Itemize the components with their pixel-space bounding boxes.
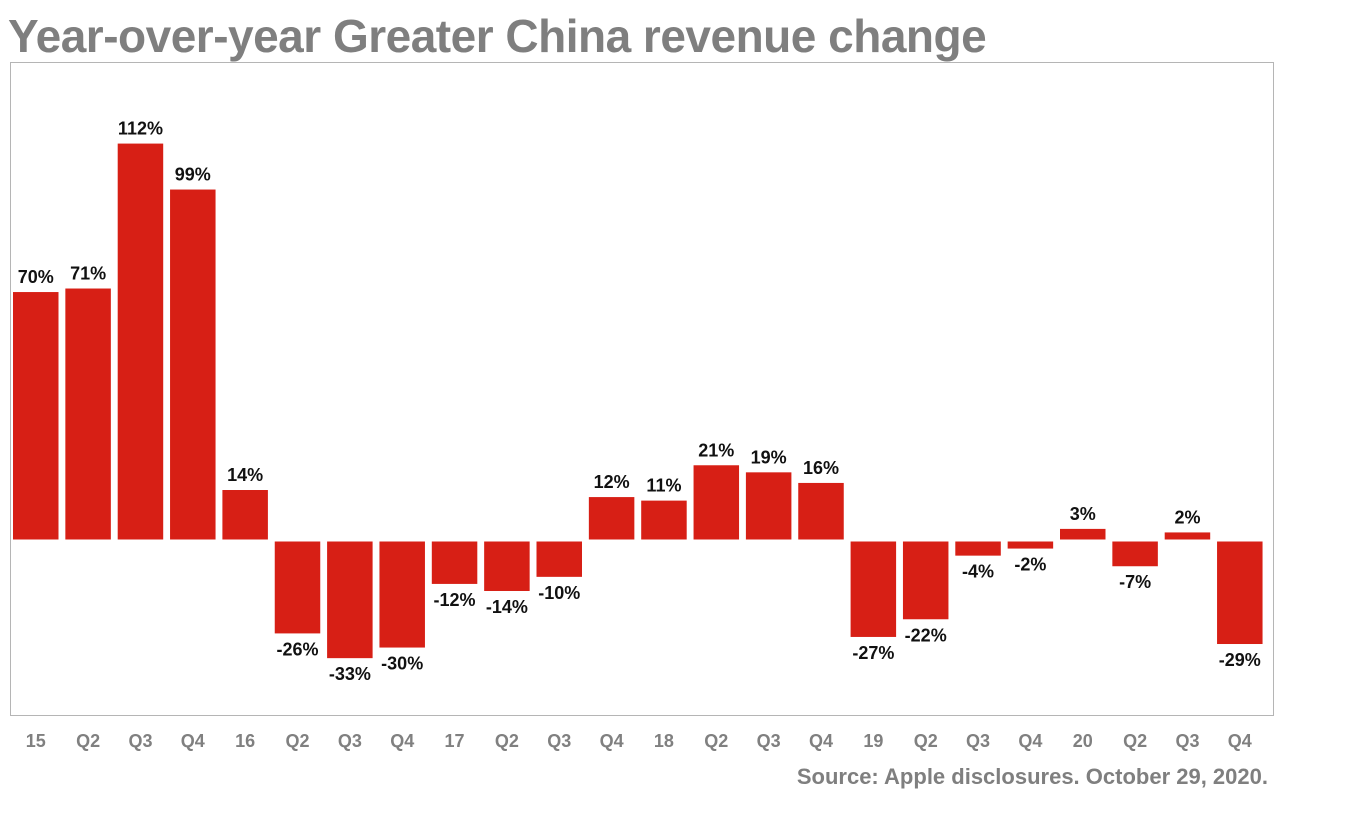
bar [536,541,582,577]
x-tick-label: 16 [235,731,255,751]
bar-value-label: -33% [329,664,371,684]
x-tick-label: Q2 [1123,731,1147,751]
bar-value-label: -4% [962,562,994,582]
x-tick-label: Q3 [966,731,990,751]
bar-value-label: 11% [646,476,681,496]
bar [955,541,1001,556]
bar [222,490,268,540]
bar [327,541,373,659]
bar [13,292,59,540]
x-tick-label: Q4 [1228,731,1252,751]
bar-value-label: -26% [276,639,318,659]
bar [641,500,687,540]
x-tick-label: 15 [26,731,46,751]
x-tick-label: Q3 [1175,731,1199,751]
bar-value-label: -7% [1119,572,1151,592]
x-tick-label: Q4 [390,731,414,751]
bar [902,541,949,620]
chart-title: Year-over-year Greater China revenue cha… [8,10,987,62]
bar [170,189,216,540]
bar-value-label: 99% [175,165,211,185]
bar-value-label: -10% [538,583,580,603]
bar-value-label: -29% [1219,650,1261,670]
bar [1164,532,1211,540]
x-tick-label: Q2 [704,731,728,751]
bar-value-label: 3% [1070,504,1096,524]
bar-value-label: 71% [70,264,106,284]
x-tick-label: Q3 [338,731,362,751]
bar-value-label: 19% [751,447,787,467]
x-tick-label: 18 [654,731,674,751]
bar [745,472,792,540]
bar [65,288,111,540]
bar [850,541,897,637]
x-tick-label: Q3 [547,731,571,751]
x-tick-label: Q4 [181,731,205,751]
bar-value-label: 16% [803,458,839,478]
x-tick-label: 19 [863,731,883,751]
bar-value-label: 21% [698,440,734,460]
bar [1112,541,1158,567]
source-note: Source: Apple disclosures. October 29, 2… [796,764,1268,789]
bar [379,541,425,648]
x-tick-label: 17 [445,731,465,751]
bar-value-label: 112% [118,119,163,139]
x-tick-label: Q3 [128,731,152,751]
x-tick-label: Q2 [285,731,309,751]
bar-value-label: -2% [1014,555,1046,575]
bar [274,541,321,634]
x-tick-label: Q4 [600,731,624,751]
bar-value-label: -12% [434,590,476,610]
bar-value-label: 14% [227,465,263,485]
x-tick-label: Q3 [757,731,781,751]
bar-value-label: -22% [905,625,947,645]
bar-value-label: 2% [1174,507,1200,527]
bar-value-label: 70% [18,267,54,287]
x-tick-label: Q4 [809,731,833,751]
bar [117,143,164,540]
x-tick-label: Q4 [1018,731,1042,751]
x-tick-label: Q2 [495,731,519,751]
x-tick-label: 20 [1073,731,1093,751]
bar-value-label: -14% [486,597,528,617]
bar [693,465,740,540]
bar [588,497,635,540]
plot-frame [10,62,1274,716]
x-tick-label: Q2 [914,731,938,751]
bar [484,541,530,591]
bar [798,482,844,540]
bar [1060,528,1106,540]
bar [431,541,478,584]
bar-value-label: -30% [381,654,423,674]
bar-value-label: 12% [594,472,630,492]
x-tick-label: Q2 [76,731,100,751]
bar-value-label: -27% [852,643,894,663]
bar [1217,541,1263,645]
bar [1007,541,1054,549]
